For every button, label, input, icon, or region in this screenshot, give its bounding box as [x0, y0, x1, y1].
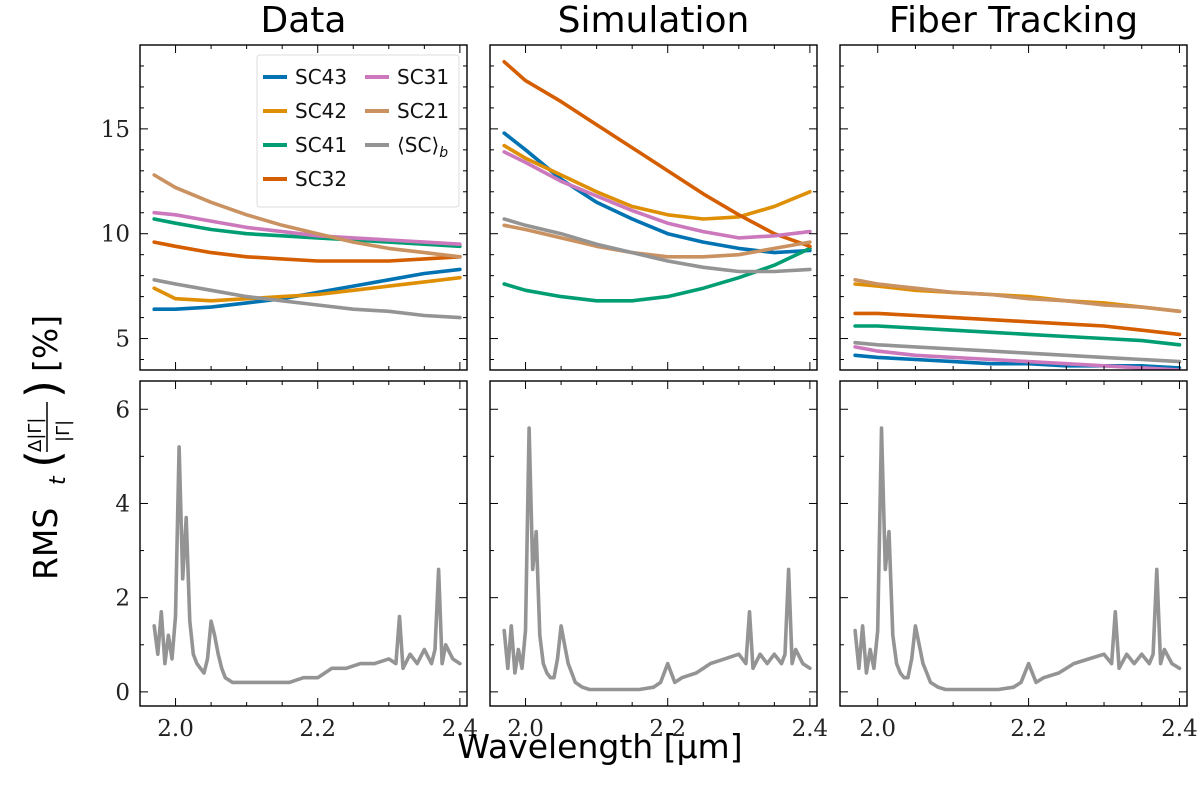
series-line-sc32 [152, 240, 462, 263]
legend-label: SC31 [397, 65, 449, 89]
series-line-sc31 [152, 210, 462, 246]
x-tick-label: 2.0 [507, 716, 544, 742]
panel-bottom-middle: 2.0 2.2 2.4 [489, 380, 829, 742]
plot-frame [139, 44, 468, 371]
y-tick-label: 5 [115, 327, 130, 353]
plot-frame [139, 380, 468, 707]
plot-frame [489, 44, 818, 371]
panel-bottom-right: 2.0 2.2 2.4 [839, 380, 1198, 742]
series-line-sc31 [853, 345, 1182, 370]
legend-label: SC41 [295, 133, 347, 157]
y-tick-label: 10 [101, 222, 130, 248]
y-tick-label: 4 [115, 491, 130, 517]
series-line-scb [502, 217, 812, 274]
x-tick-label: 2.0 [157, 716, 194, 742]
series-line-sc31 [502, 150, 812, 240]
x-axis-label: Wavelength [μm] [457, 727, 742, 766]
y-axis-label-group: RMS t ( Δ|Γ| |Γ| ) [%] [16, 315, 74, 580]
series-group [152, 173, 462, 320]
series-line-sc41 [853, 324, 1182, 347]
panel-title: Simulation [558, 0, 750, 41]
series-line-sc21 [152, 173, 462, 259]
series-line-sc42 [152, 275, 462, 303]
series-line-sc21 [853, 278, 1182, 314]
series-line-sc32 [853, 311, 1182, 337]
y-axis-label-paren-open: ( [16, 450, 70, 468]
series-group [502, 60, 812, 303]
series-line-sc32 [502, 60, 812, 249]
y-tick-label: 2 [115, 586, 130, 612]
x-tick-label: 2.2 [649, 716, 686, 742]
plot-frame [489, 380, 818, 707]
legend-label-subscript: b [439, 145, 448, 161]
plot-frame [839, 44, 1188, 371]
series-line-scb [152, 445, 462, 685]
y-axis-label-frac-den: |Γ| [53, 420, 74, 442]
x-tick-label: 2.4 [442, 716, 479, 742]
x-tick-label: 2.4 [1161, 716, 1198, 742]
y-tick-label: 6 [115, 397, 130, 423]
series-group [853, 278, 1182, 370]
series-line-scb [152, 278, 462, 320]
x-tick-label: 2.0 [859, 716, 896, 742]
y-axis-label-unit: [%] [26, 315, 65, 372]
x-tick-label: 2.4 [792, 716, 829, 742]
y-axis-label-paren-close: ) [16, 380, 70, 398]
y-axis-label-rms: RMS [26, 508, 65, 580]
y-tick-label: 0 [115, 680, 130, 706]
y-tick-label: 15 [101, 117, 130, 143]
series-line-scb [853, 340, 1182, 364]
panel-bottom-left: 2.0 2.2 2.4 0 2 4 6 [115, 380, 479, 742]
series-line-sc41 [152, 217, 462, 249]
legend-label: SC42 [295, 99, 347, 123]
legend-label: SC43 [295, 65, 347, 89]
panel-top-right: Fiber Tracking [839, 0, 1188, 371]
x-tick-label: 2.2 [299, 716, 336, 742]
series-group [502, 426, 812, 692]
y-axis-label-subscript: t [46, 475, 71, 485]
panel-top-middle: Simulation [489, 0, 818, 371]
y-axis-label-frac-num: Δ|Γ| [25, 418, 46, 452]
series-line-scb [502, 426, 812, 692]
x-tick-label: 2.2 [1010, 716, 1047, 742]
series-line-sc42 [502, 143, 812, 221]
series-group [853, 426, 1182, 692]
series-line-scb [853, 426, 1182, 692]
series-line-sc21 [502, 223, 812, 259]
panel-title: Data [261, 0, 347, 41]
plot-frame [839, 380, 1188, 707]
legend-label: SC32 [295, 167, 347, 191]
panels-layer: 51015DataSC43SC42SC41SC32SC31SC21⟨SC⟩bSi… [101, 0, 1198, 742]
panel-title: Fiber Tracking [889, 0, 1138, 41]
legend-box [256, 54, 460, 208]
series-group [152, 445, 462, 685]
legend-label: SC21 [397, 99, 449, 123]
